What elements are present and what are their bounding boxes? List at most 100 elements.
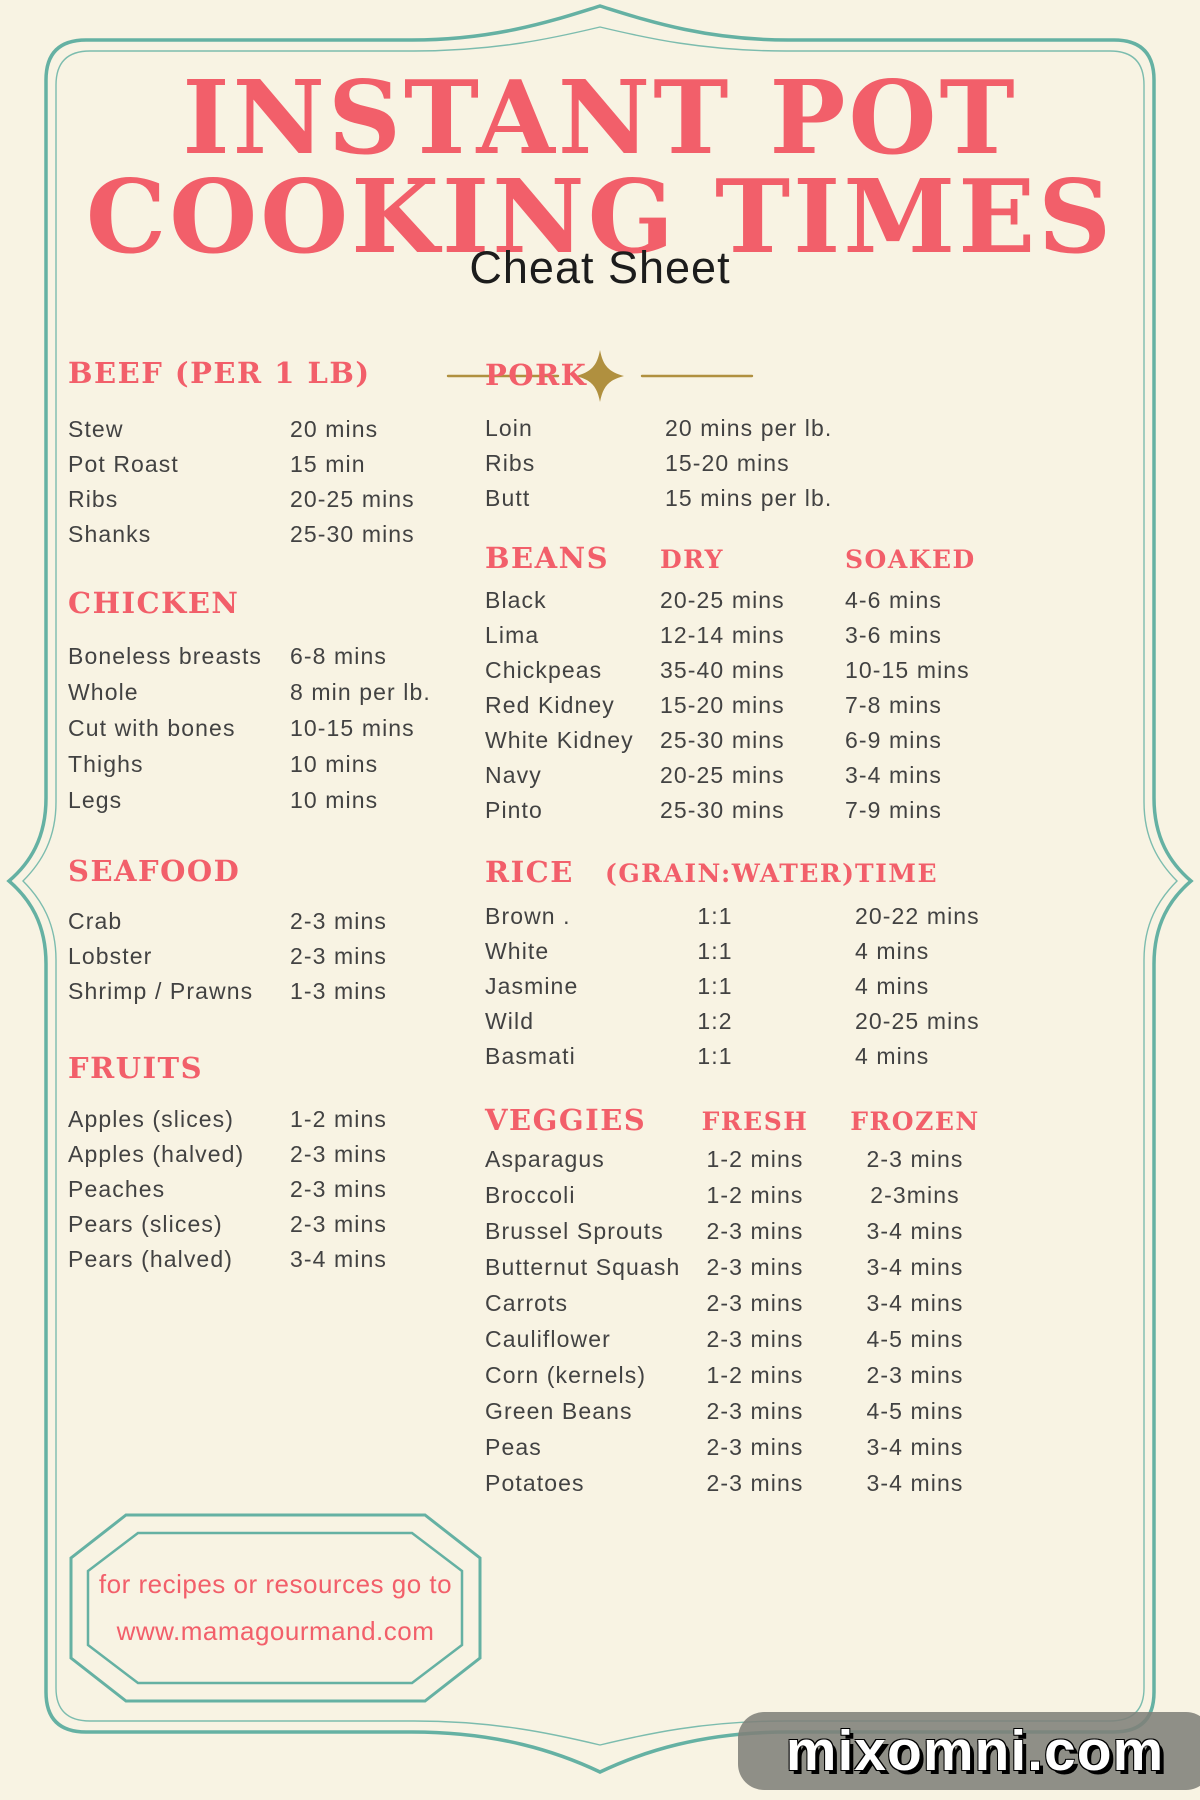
title-line-2: COOKING TIMES — [85, 157, 1115, 276]
table-row: Wild 1:2 20-25 mins — [485, 1004, 1155, 1039]
table-row: Navy 20-25 mins 3-4 mins — [485, 758, 1155, 793]
item-time: 2-3 mins — [290, 943, 387, 969]
item-frozen-time: 3-4 mins — [866, 1218, 964, 1244]
item-time: 10 mins — [290, 787, 379, 813]
table-row: Black 20-25 mins 4-6 mins — [485, 583, 1155, 618]
item-fresh-time: 2-3 mins — [706, 1290, 804, 1316]
table-row: Legs 10 mins — [68, 782, 460, 818]
beans-col-soaked: SOAKED — [845, 545, 976, 574]
beans-col-dry: DRY — [660, 545, 725, 574]
item-label: Carrots — [485, 1290, 569, 1316]
watermark-text: mixomni.com — [785, 1719, 1165, 1783]
item-time: 20 mins — [290, 416, 379, 442]
item-soaked-time: 6-9 mins — [845, 727, 942, 753]
item-frozen-time: 2-3mins — [870, 1182, 960, 1208]
watermark-banner: mixomni.com — [738, 1712, 1200, 1790]
item-fresh-time: 1-2 mins — [706, 1182, 804, 1208]
item-soaked-time: 3-4 mins — [845, 762, 942, 788]
badge-text: for recipes or resources go to www.mamag… — [68, 1512, 483, 1704]
item-label: Legs — [68, 787, 123, 813]
item-frozen-time: 3-4 mins — [866, 1254, 964, 1280]
section-beef: BEEF (PER 1 LB) Stew 20 mins Pot Roast 1… — [68, 354, 460, 552]
table-row: Basmati 1:1 4 mins — [485, 1039, 1155, 1074]
table-row: Jasmine 1:1 4 mins — [485, 969, 1155, 1004]
item-frozen-time: 3-4 mins — [866, 1470, 964, 1496]
item-dry-time: 20-25 mins — [660, 587, 785, 613]
item-label: Chickpeas — [485, 657, 603, 683]
section-rice-title: RICE — [485, 855, 574, 889]
veggies-col-frozen: FROZEN — [850, 1107, 980, 1136]
fruits-table: Apples (slices) 1-2 mins Apples (halved)… — [68, 1102, 460, 1277]
seafood-table: Crab 2-3 mins Lobster 2-3 mins Shrimp / … — [68, 904, 460, 1009]
table-row: Shanks 25-30 mins — [68, 517, 460, 552]
rice-col-ratio: (GRAIN:WATER) — [605, 859, 856, 888]
item-time: 4 mins — [855, 1043, 930, 1069]
item-fresh-time: 2-3 mins — [706, 1326, 804, 1352]
item-label: Pears (slices) — [68, 1211, 223, 1237]
item-soaked-time: 4-6 mins — [845, 587, 942, 613]
item-label: White Kidney — [485, 727, 634, 753]
item-frozen-time: 4-5 mins — [866, 1326, 964, 1352]
beans-header-row: BEANS DRY SOAKED — [485, 539, 1155, 577]
table-row: Potatoes 2-3 mins 3-4 mins — [485, 1465, 1155, 1501]
item-ratio: 1:1 — [697, 903, 733, 929]
table-row: White Kidney 25-30 mins 6-9 mins — [485, 723, 1155, 758]
item-label: Shrimp / Prawns — [68, 978, 254, 1004]
rice-table: Brown . 1:1 20-22 mins White 1:1 4 mins … — [485, 899, 1155, 1074]
title-line-1: INSTANT POT — [182, 58, 1018, 177]
table-row: Lobster 2-3 mins — [68, 939, 460, 974]
section-fruits: FRUITS Apples (slices) 1-2 mins Apples (… — [68, 1049, 460, 1277]
item-label: Boneless breasts — [68, 643, 263, 669]
item-label: Green Beans — [485, 1398, 633, 1424]
table-row: Red Kidney 15-20 mins 7-8 mins — [485, 688, 1155, 723]
table-row: White 1:1 4 mins — [485, 934, 1155, 969]
item-fresh-time: 2-3 mins — [706, 1254, 804, 1280]
item-ratio: 1:1 — [697, 938, 733, 964]
table-row: Ribs 20-25 mins — [68, 482, 460, 517]
table-row: Cauliflower 2-3 mins 4-5 mins — [485, 1321, 1155, 1357]
table-row: Whole 8 min per lb. — [68, 674, 460, 710]
item-frozen-time: 3-4 mins — [866, 1434, 964, 1460]
item-ratio: 1:2 — [697, 1008, 733, 1034]
item-label: Stew — [68, 416, 124, 442]
table-row: Crab 2-3 mins — [68, 904, 460, 939]
section-beans-title: BEANS — [485, 541, 610, 575]
item-time: 8 min per lb. — [290, 679, 431, 705]
table-row: Butternut Squash 2-3 mins 3-4 mins — [485, 1249, 1155, 1285]
item-soaked-time: 7-9 mins — [845, 797, 942, 823]
item-frozen-time: 3-4 mins — [866, 1290, 964, 1316]
section-veggies-title: VEGGIES — [485, 1103, 647, 1137]
pork-table: Loin 20 mins per lb. Ribs 15-20 mins But… — [485, 411, 1155, 516]
table-row: Corn (kernels) 1-2 mins 2-3 mins — [485, 1357, 1155, 1393]
item-label: Peas — [485, 1434, 542, 1460]
resources-badge: for recipes or resources go to www.mamag… — [68, 1512, 483, 1704]
item-label: Broccoli — [485, 1182, 576, 1208]
item-label: Corn (kernels) — [485, 1362, 647, 1388]
item-dry-time: 20-25 mins — [660, 762, 785, 788]
table-row: Pinto 25-30 mins 7-9 mins — [485, 793, 1155, 828]
item-label: White — [485, 938, 550, 964]
rice-col-time: TIME — [855, 859, 939, 888]
badge-line-1: for recipes or resources go to — [98, 1569, 453, 1599]
item-fresh-time: 2-3 mins — [706, 1398, 804, 1424]
item-time: 3-4 mins — [290, 1246, 387, 1272]
chicken-table: Boneless breasts 6-8 mins Whole 8 min pe… — [68, 638, 460, 818]
item-label: Whole — [68, 679, 139, 705]
item-frozen-time: 2-3 mins — [866, 1146, 964, 1172]
section-beef-title: BEEF (PER 1 LB) — [68, 356, 371, 390]
item-time: 20-22 mins — [855, 903, 980, 929]
table-row: Peaches 2-3 mins — [68, 1172, 460, 1207]
item-time: 20-25 mins — [855, 1008, 980, 1034]
table-row: Pot Roast 15 min — [68, 447, 460, 482]
item-label: Pinto — [485, 797, 543, 823]
table-row: Thighs 10 mins — [68, 746, 460, 782]
section-pork-title: PORK — [485, 358, 588, 392]
item-label: Apples (slices) — [68, 1106, 235, 1132]
section-pork: PORK Loin 20 mins per lb. Ribs 15-20 min… — [485, 356, 1155, 516]
item-label: Lima — [485, 622, 540, 648]
table-row: Chickpeas 35-40 mins 10-15 mins — [485, 653, 1155, 688]
item-label: Jasmine — [485, 973, 579, 999]
item-fresh-time: 1-2 mins — [706, 1146, 804, 1172]
table-row: Apples (slices) 1-2 mins — [68, 1102, 460, 1137]
item-time: 2-3 mins — [290, 1141, 387, 1167]
